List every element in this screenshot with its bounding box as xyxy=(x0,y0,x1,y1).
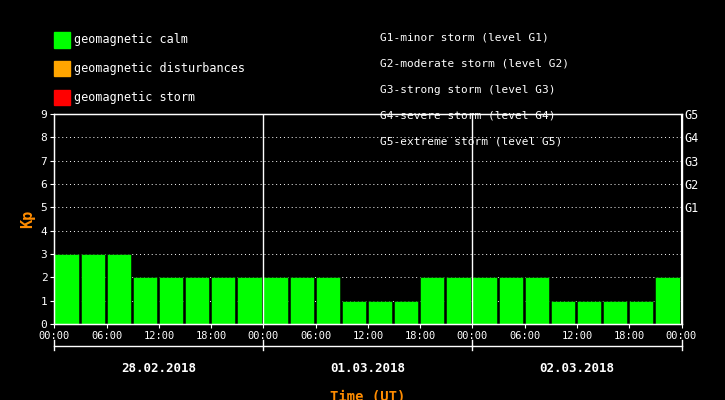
Bar xyxy=(107,254,130,324)
Bar xyxy=(289,277,314,324)
Y-axis label: Kp: Kp xyxy=(20,210,35,228)
Bar xyxy=(368,301,392,324)
Bar xyxy=(133,277,157,324)
Text: G1-minor storm (level G1): G1-minor storm (level G1) xyxy=(381,33,550,43)
Bar xyxy=(603,301,627,324)
Text: geomagnetic calm: geomagnetic calm xyxy=(74,34,188,46)
Bar xyxy=(551,301,575,324)
Bar xyxy=(447,277,471,324)
Text: geomagnetic storm: geomagnetic storm xyxy=(74,91,195,104)
Text: 02.03.2018: 02.03.2018 xyxy=(539,362,615,375)
Bar xyxy=(499,277,523,324)
Bar xyxy=(185,277,210,324)
Text: 01.03.2018: 01.03.2018 xyxy=(331,362,405,375)
Text: G5-extreme storm (level G5): G5-extreme storm (level G5) xyxy=(381,137,563,147)
Text: G2-moderate storm (level G2): G2-moderate storm (level G2) xyxy=(381,59,569,69)
Bar xyxy=(394,301,418,324)
Bar xyxy=(525,277,549,324)
Bar xyxy=(655,277,679,324)
Text: 28.02.2018: 28.02.2018 xyxy=(121,362,196,375)
Bar xyxy=(159,277,183,324)
Bar xyxy=(315,277,340,324)
Bar xyxy=(54,254,78,324)
Bar xyxy=(473,277,497,324)
Text: geomagnetic disturbances: geomagnetic disturbances xyxy=(74,62,245,75)
Bar xyxy=(629,301,653,324)
Text: Time (UT): Time (UT) xyxy=(331,390,405,400)
Bar xyxy=(420,277,444,324)
Text: G3-strong storm (level G3): G3-strong storm (level G3) xyxy=(381,85,556,95)
Bar xyxy=(80,254,104,324)
Text: G4-severe storm (level G4): G4-severe storm (level G4) xyxy=(381,111,556,121)
Bar xyxy=(577,301,601,324)
Bar xyxy=(263,277,288,324)
Bar xyxy=(341,301,366,324)
Bar xyxy=(211,277,236,324)
Bar xyxy=(237,277,262,324)
